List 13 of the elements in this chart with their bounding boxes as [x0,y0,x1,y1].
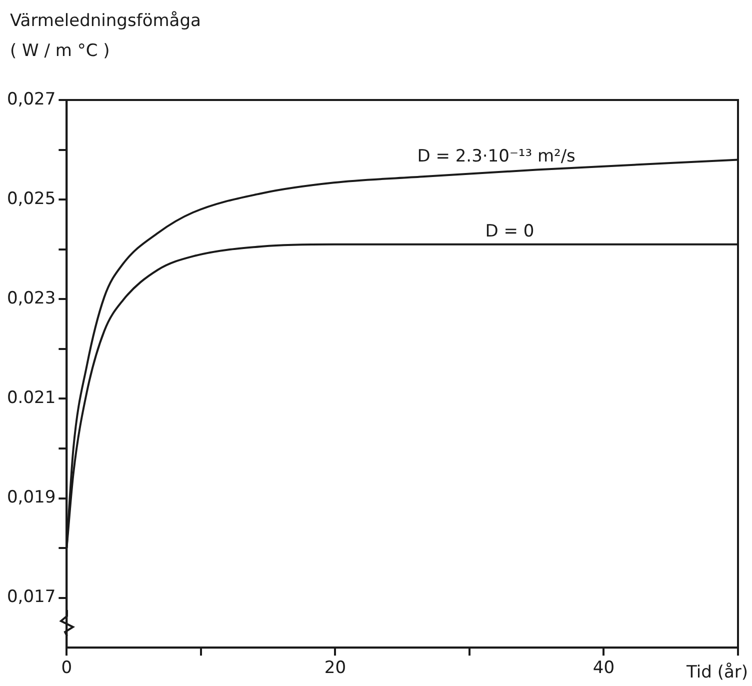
y-tick-label: 0,025 [6,188,56,209]
x-axis-title: Tid (år) [686,662,748,683]
y-tick-label: 0,019 [6,488,56,508]
y-axis-title: Värmeledningsfömåga ( W / m °C ) [10,11,201,61]
y-tick-label: 0.021 [6,388,56,408]
x-tick-label: 40 [592,658,615,678]
x-tick-label: 0 [61,658,72,678]
annotation: D = 0 [485,221,534,242]
annotation: D = 2.3·10⁻¹³ m²/s [417,146,576,167]
y-tick-label: 0,017 [6,587,56,608]
y-tick-label: 0,027 [6,89,56,110]
y-tick-label: 0,023 [6,288,56,309]
x-tick-label: 20 [324,658,346,678]
